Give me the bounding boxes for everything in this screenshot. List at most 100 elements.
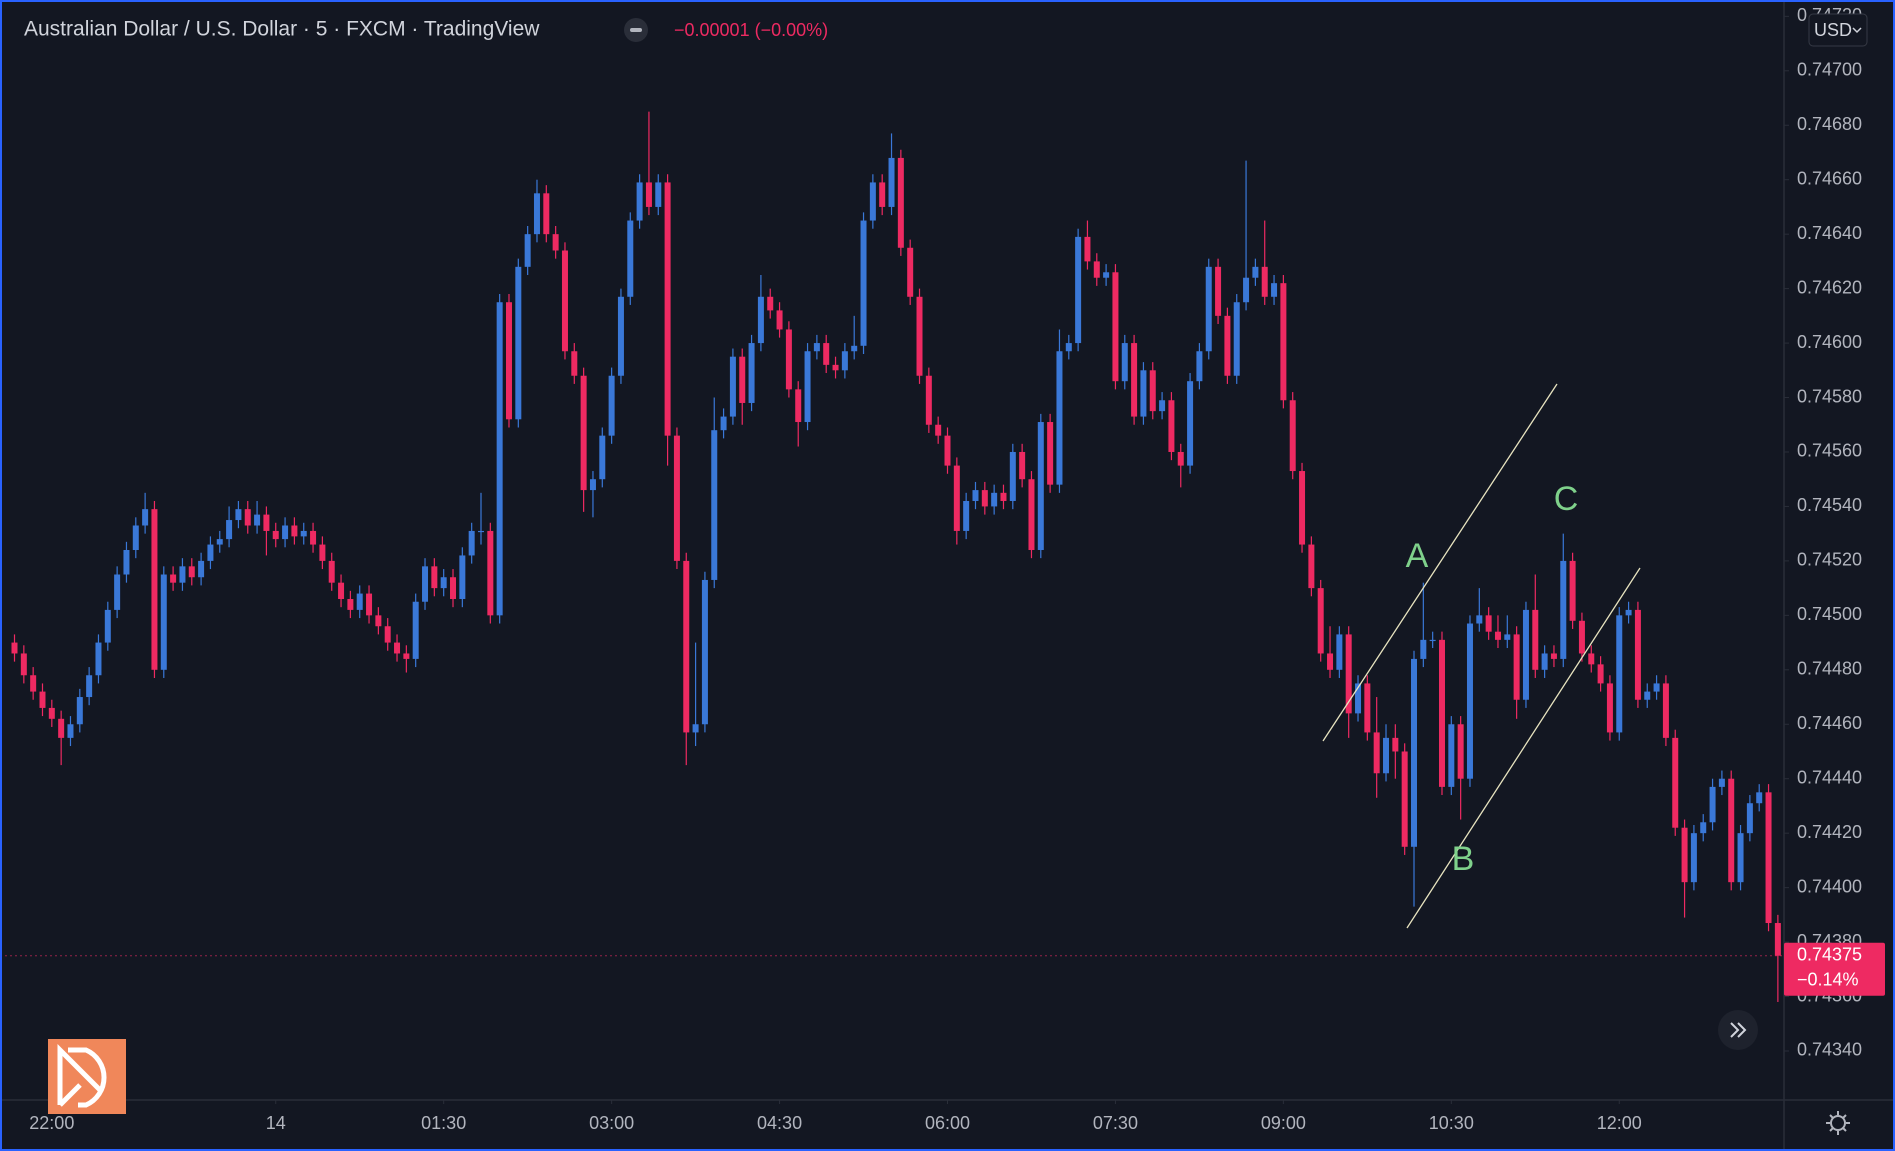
candle-body — [1271, 283, 1278, 297]
candle-body — [1112, 272, 1119, 382]
plot-area — [11, 111, 1781, 1002]
candle-body — [20, 653, 27, 676]
candle-body — [683, 560, 690, 733]
annotation: B — [1452, 840, 1475, 878]
candle-body — [459, 555, 466, 600]
y-tick-label: 0.74440 — [1797, 767, 1862, 787]
candle-body — [30, 675, 37, 692]
x-tick-label: 09:00 — [1261, 1113, 1306, 1133]
candle-body — [571, 351, 578, 376]
candle-body — [300, 530, 307, 537]
candle-body — [785, 329, 792, 390]
candle-body — [1019, 451, 1026, 480]
candle-body — [1513, 634, 1520, 700]
candle-body — [356, 593, 363, 610]
candle-body — [1728, 778, 1735, 883]
candle-body — [608, 375, 615, 436]
candle-body — [1131, 343, 1138, 417]
candle-body — [67, 724, 74, 738]
candle-body — [132, 525, 139, 550]
candle-body — [1588, 653, 1595, 665]
candle-body — [347, 599, 354, 610]
candle-body — [1616, 615, 1623, 733]
candle-body — [48, 707, 55, 719]
candle-body — [720, 416, 727, 431]
settings-button[interactable] — [1830, 1115, 1846, 1131]
candle-body — [319, 544, 326, 561]
candle-body — [580, 375, 587, 491]
candle-body — [86, 675, 93, 698]
x-tick-label: 07:30 — [1093, 1113, 1138, 1133]
candle-body — [1159, 400, 1166, 412]
candle-body — [1243, 277, 1250, 303]
candle-body — [627, 220, 634, 297]
candle-body — [664, 182, 671, 436]
candle-body — [645, 182, 652, 207]
candle-body — [561, 250, 568, 352]
candle-body — [925, 375, 932, 425]
candle-body — [188, 566, 195, 578]
candle-body — [142, 509, 149, 526]
candle-body — [1047, 422, 1054, 485]
candle-body — [431, 566, 438, 589]
candle-body — [170, 574, 177, 583]
candle-body — [767, 296, 774, 311]
settings-icon — [1826, 1111, 1850, 1135]
candle-body — [1494, 631, 1501, 640]
candle-body — [1709, 786, 1716, 823]
candle-body — [1401, 751, 1408, 847]
y-tick-label: 0.74500 — [1797, 604, 1862, 624]
candle-body — [1345, 634, 1352, 714]
candle-body — [104, 609, 111, 643]
candle-body — [1364, 683, 1371, 733]
candle-body — [757, 296, 764, 344]
y-tick-label: 0.74660 — [1797, 168, 1862, 188]
candle-body — [1336, 634, 1343, 670]
candle-body — [729, 356, 736, 417]
candle-body — [1411, 658, 1417, 847]
y-tick-label: 0.74400 — [1797, 876, 1862, 896]
candle-body — [1317, 588, 1324, 654]
candle-body — [1196, 351, 1203, 382]
candle-body — [655, 182, 662, 207]
candle-body — [1009, 451, 1016, 501]
candle-body — [328, 560, 335, 583]
candle-body — [412, 601, 419, 659]
candle-body — [114, 574, 121, 610]
candle-body — [235, 509, 242, 521]
candle-body — [272, 530, 279, 540]
currency-chevron — [1852, 27, 1862, 34]
x-tick-label: 03:00 — [589, 1113, 634, 1133]
y-tick-label: 0.74600 — [1797, 332, 1862, 352]
candle-body — [1634, 609, 1641, 700]
y-tick-label: 0.74460 — [1797, 713, 1862, 733]
last-change-label: −0.14% — [1797, 969, 1859, 989]
candle-body — [39, 691, 46, 708]
candle-body — [1261, 266, 1268, 297]
candle-body — [1756, 792, 1763, 804]
y-tick-label: 0.74340 — [1797, 1040, 1862, 1060]
candle-body — [552, 234, 559, 251]
candle-body — [1168, 400, 1175, 452]
candle-body — [1737, 833, 1744, 883]
candle-body — [1429, 639, 1436, 642]
candle-body — [1373, 732, 1380, 774]
candle-body — [860, 220, 867, 346]
candle-body — [1084, 236, 1091, 262]
candle-body — [1560, 560, 1567, 659]
candle-body — [1522, 609, 1529, 700]
x-tick-label: 22:00 — [29, 1113, 74, 1133]
trend-line — [1322, 383, 1558, 742]
candle-body — [711, 430, 718, 580]
logo-mark — [57, 1043, 107, 1108]
currency-button[interactable] — [1808, 13, 1868, 47]
candle-body — [310, 530, 317, 545]
x-tick-label: 10:30 — [1429, 1113, 1474, 1133]
candle-body — [935, 424, 942, 436]
annotation: C — [1554, 480, 1579, 518]
candle-body — [1140, 370, 1147, 417]
x-tick-label: 06:00 — [925, 1113, 970, 1133]
candle-body — [944, 435, 951, 466]
